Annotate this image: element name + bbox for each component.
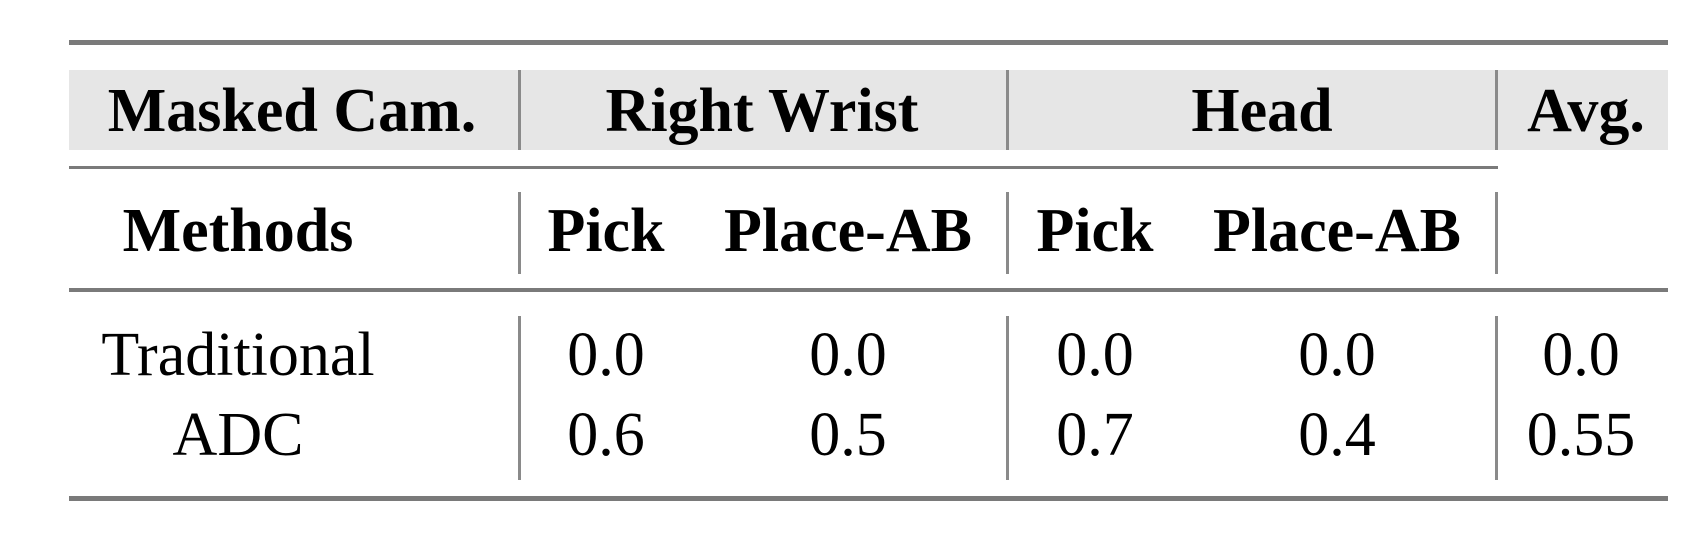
methods-header: Methods bbox=[122, 197, 354, 265]
value-cell: 0.0 bbox=[809, 321, 887, 389]
value-cell: 0.7 bbox=[1056, 401, 1134, 469]
value-cell: 0.0 bbox=[567, 321, 645, 389]
mid-rule bbox=[69, 288, 1668, 292]
value-cell: 0.4 bbox=[1298, 401, 1376, 469]
value-cell: 0.6 bbox=[567, 401, 645, 469]
value-cell: 0.55 bbox=[1526, 401, 1636, 469]
group-rule bbox=[69, 166, 1498, 169]
separator bbox=[518, 316, 521, 480]
separator bbox=[1006, 70, 1009, 150]
method-name: Traditional bbox=[101, 321, 375, 389]
subcolumn-header: Pick bbox=[547, 197, 665, 265]
separator bbox=[1006, 192, 1009, 274]
bottom-rule bbox=[69, 496, 1668, 501]
separator bbox=[1495, 192, 1498, 274]
value-cell: 0.5 bbox=[809, 401, 887, 469]
group-header-right-wrist: Right Wrist bbox=[605, 77, 919, 145]
separator bbox=[1495, 70, 1498, 150]
subcolumn-header: Place-AB bbox=[1213, 197, 1461, 265]
masked-cam-header: Masked Cam. bbox=[107, 77, 477, 145]
separator bbox=[1006, 316, 1009, 480]
subcolumn-header: Place-AB bbox=[724, 197, 972, 265]
top-rule bbox=[69, 40, 1668, 45]
value-cell: 0.0 bbox=[1298, 321, 1376, 389]
method-name: ADC bbox=[172, 401, 304, 469]
separator bbox=[1495, 316, 1498, 480]
value-cell: 0.0 bbox=[1542, 321, 1620, 389]
header-band bbox=[69, 70, 1668, 150]
group-header-head: Head bbox=[1191, 77, 1333, 145]
subcolumn-header: Pick bbox=[1036, 197, 1154, 265]
value-cell: 0.0 bbox=[1056, 321, 1134, 389]
avg-header: Avg. bbox=[1527, 77, 1645, 145]
separator bbox=[518, 70, 521, 150]
separator bbox=[518, 192, 521, 274]
